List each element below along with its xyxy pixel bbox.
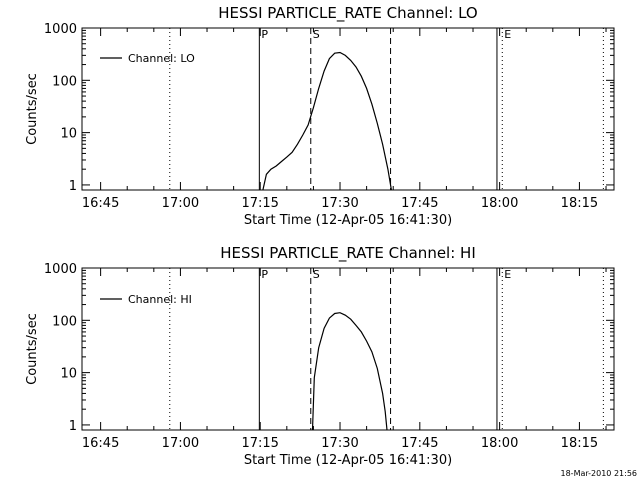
event-marker-label: E xyxy=(504,268,511,281)
x-tick-label: 17:15 xyxy=(241,196,278,211)
x-tick-label: 18:00 xyxy=(481,196,518,211)
y-tick-label: 1 xyxy=(69,419,77,434)
plot-frame xyxy=(81,27,615,191)
chart-title: HESSI PARTICLE_RATE Channel: LO xyxy=(218,4,477,23)
x-tick-label: 17:00 xyxy=(162,196,199,211)
x-tick-label: 16:45 xyxy=(82,436,119,451)
x-axis-label: Start Time (12-Apr-05 16:41:30) xyxy=(244,453,452,468)
x-tick-label: 17:00 xyxy=(162,436,199,451)
y-tick-label: 1 xyxy=(69,179,77,194)
x-axis-label: Start Time (12-Apr-05 16:41:30) xyxy=(244,213,452,228)
y-tick-label: 100 xyxy=(52,74,77,89)
footer-timestamp: 18-Mar-2010 21:56 xyxy=(561,469,638,478)
event-marker-label: S xyxy=(313,28,320,41)
legend-label: Channel: HI xyxy=(128,293,192,306)
y-tick-label: 1000 xyxy=(44,22,77,37)
event-marker-label: P xyxy=(261,268,268,281)
series-line xyxy=(262,51,392,190)
plot-frame xyxy=(81,267,615,431)
y-tick-label: 1000 xyxy=(44,262,77,277)
x-tick-label: 16:45 xyxy=(82,196,119,211)
event-marker-label: E xyxy=(504,28,511,41)
event-marker-label: P xyxy=(261,28,268,41)
y-tick-label: 10 xyxy=(60,367,77,382)
y-axis-label: Counts/sec xyxy=(25,313,40,385)
y-tick-label: 10 xyxy=(60,127,77,142)
x-tick-label: 17:15 xyxy=(241,436,278,451)
chart-title: HESSI PARTICLE_RATE Channel: HI xyxy=(220,244,476,263)
y-tick-label: 100 xyxy=(52,314,77,329)
x-tick-label: 17:30 xyxy=(321,196,358,211)
legend-label: Channel: LO xyxy=(128,52,195,65)
series-line xyxy=(311,312,388,430)
chart-panel-1: HESSI PARTICLE_RATE Channel: LO P S E 16:45 1… xyxy=(25,4,615,228)
event-marker-label: S xyxy=(313,268,320,281)
x-tick-label: 18:00 xyxy=(481,436,518,451)
x-tick-label: 17:30 xyxy=(321,436,358,451)
x-tick-label: 17:45 xyxy=(401,436,438,451)
x-tick-label: 17:45 xyxy=(401,196,438,211)
x-tick-label: 18:15 xyxy=(561,436,598,451)
y-axis-label: Counts/sec xyxy=(25,73,40,145)
chart-panel-2: HESSI PARTICLE_RATE Channel: HI P S E 16:45 1… xyxy=(25,244,615,468)
x-tick-label: 18:15 xyxy=(561,196,598,211)
